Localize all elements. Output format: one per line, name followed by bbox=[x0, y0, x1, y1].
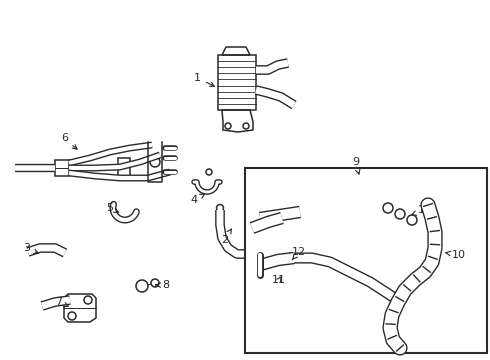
Bar bbox=[245, 168, 487, 353]
Text: 7: 7 bbox=[55, 297, 68, 307]
Text: 5: 5 bbox=[106, 203, 119, 213]
Bar bbox=[55, 160, 69, 176]
Text: 2: 2 bbox=[221, 229, 231, 245]
Text: 3: 3 bbox=[23, 243, 38, 253]
Text: 11: 11 bbox=[272, 275, 286, 285]
Bar bbox=[218, 55, 256, 110]
Text: 10: 10 bbox=[446, 250, 466, 260]
Text: 4: 4 bbox=[191, 194, 204, 205]
Text: 6: 6 bbox=[61, 133, 77, 149]
Bar bbox=[118, 158, 130, 176]
Text: 1: 1 bbox=[194, 73, 215, 86]
Text: 12: 12 bbox=[292, 247, 306, 260]
Text: 13: 13 bbox=[412, 205, 432, 215]
Text: 8: 8 bbox=[156, 280, 169, 290]
Text: 9: 9 bbox=[352, 157, 360, 174]
